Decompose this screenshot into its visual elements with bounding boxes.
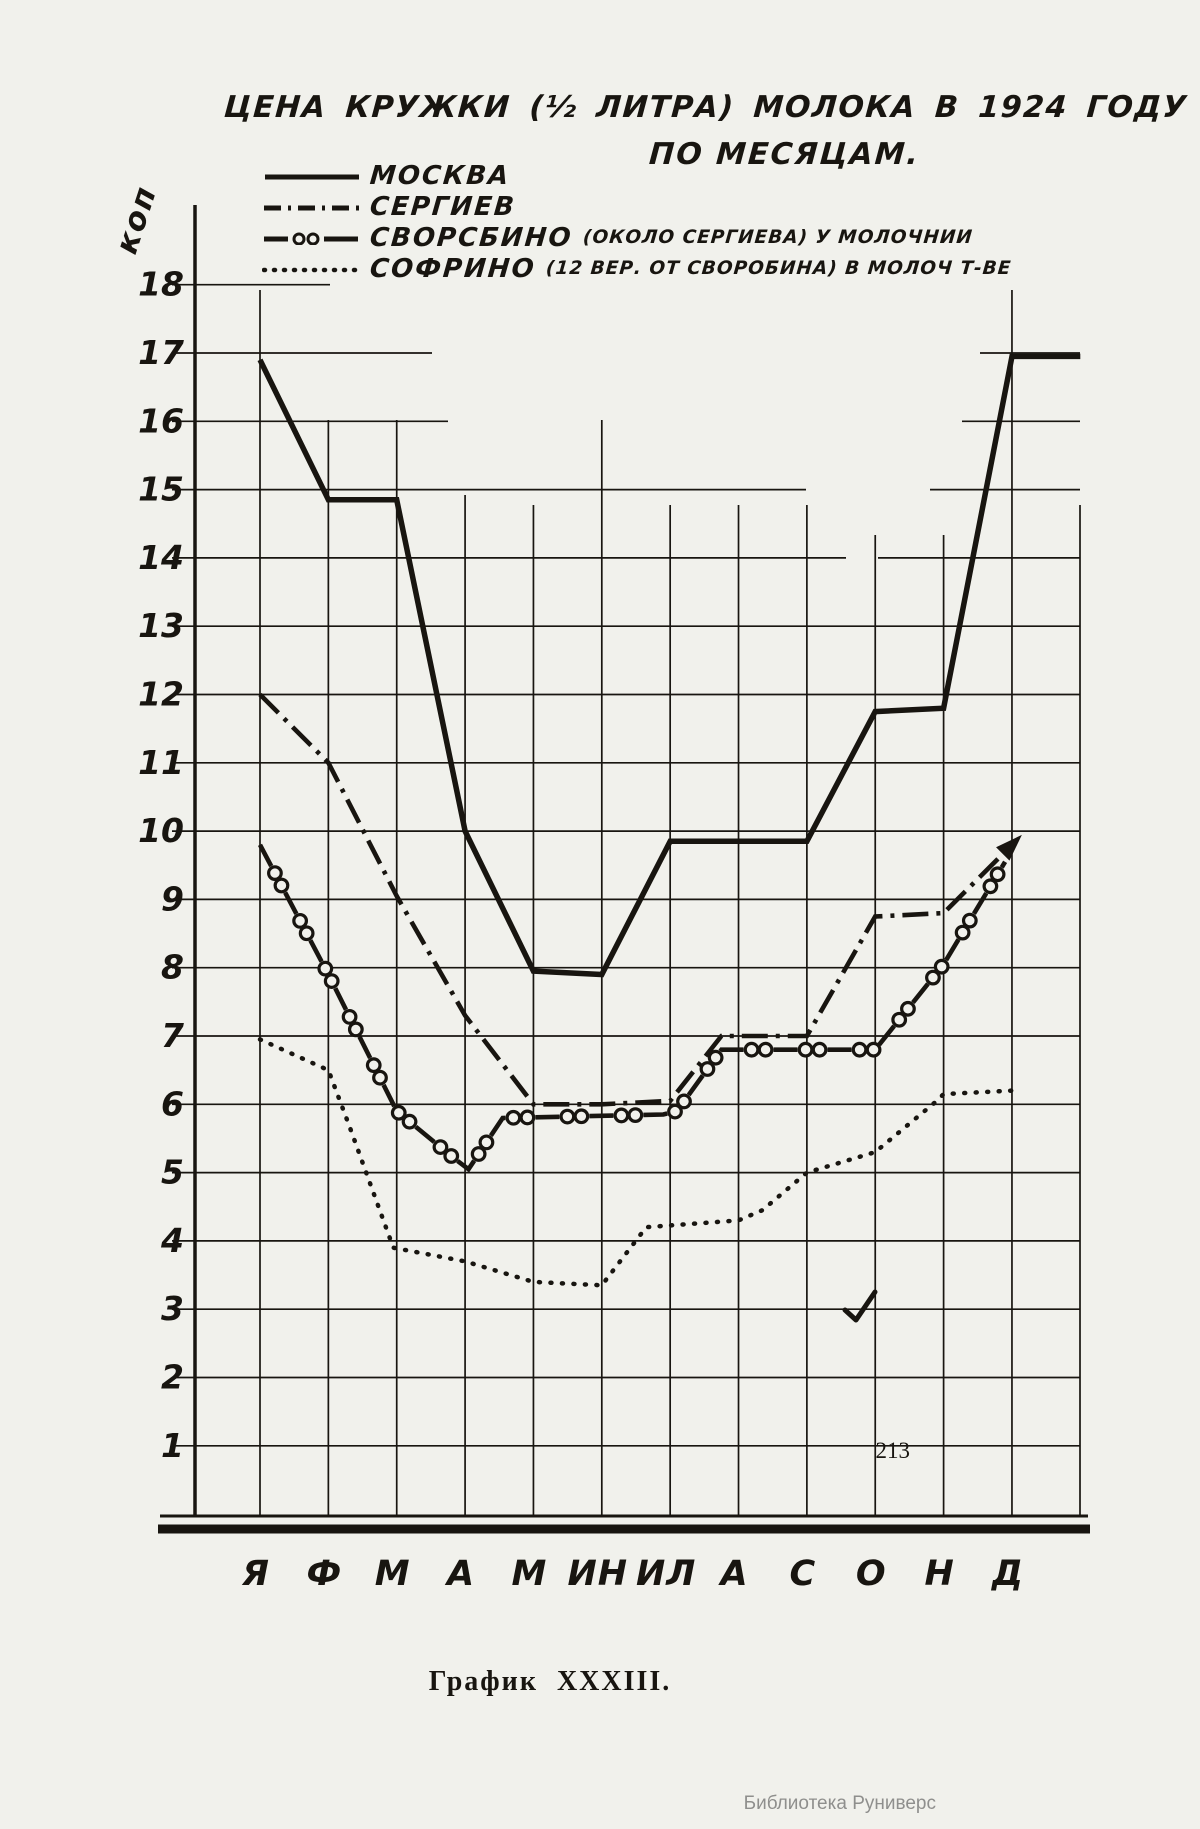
dash-dot-line-sample-icon bbox=[264, 205, 360, 210]
series-line-сергиев bbox=[258, 692, 1014, 1107]
y-tick-label: 15 bbox=[138, 470, 184, 509]
x-month-label: Н bbox=[924, 1554, 954, 1594]
series-circle-marker bbox=[743, 1041, 760, 1058]
y-tick-label: 9 bbox=[161, 879, 184, 918]
y-tick-label: 14 bbox=[138, 538, 184, 577]
series-circle-marker bbox=[372, 1069, 388, 1086]
legend-item-sergiev: СЕРГИЕВ bbox=[262, 191, 1011, 222]
series-line-софрино bbox=[257, 1037, 1015, 1288]
series-circle-marker bbox=[317, 960, 334, 977]
series-circle-marker bbox=[707, 1049, 724, 1066]
series-circle-marker bbox=[797, 1041, 814, 1058]
y-tick-label: 5 bbox=[161, 1153, 184, 1192]
y-tick-label: 11 bbox=[138, 743, 184, 782]
dash-circle-line-sample-icon bbox=[264, 232, 358, 245]
chart-legend: МОСКВА СЕРГИЕВ СВОРСБИНО (ОКОЛО СЕРГИЕВА… bbox=[262, 160, 1012, 284]
x-month-label: А bbox=[444, 1554, 475, 1594]
y-tick-label: 13 bbox=[138, 606, 184, 645]
y-tick-label: 2 bbox=[161, 1358, 184, 1397]
arrowhead-icon bbox=[996, 834, 1022, 861]
y-tick-label: 18 bbox=[138, 265, 184, 304]
series-circle-marker bbox=[891, 1011, 908, 1028]
series-circle-marker bbox=[341, 1008, 358, 1025]
y-tick-label: 3 bbox=[161, 1289, 184, 1328]
series-circle-marker bbox=[982, 878, 999, 895]
series-circle-marker bbox=[925, 969, 941, 986]
series-circle-marker bbox=[478, 1134, 495, 1151]
series-circle-marker bbox=[865, 1041, 882, 1058]
series-circle-marker bbox=[347, 1021, 364, 1038]
series-circle-marker bbox=[292, 912, 309, 929]
x-month-label: ИЛ bbox=[636, 1554, 696, 1594]
x-month-label: Я bbox=[241, 1554, 270, 1594]
series-line-москва bbox=[257, 353, 1081, 978]
series-circle-marker bbox=[989, 866, 1006, 883]
series-circle-marker bbox=[505, 1109, 522, 1126]
series-circle-marker bbox=[676, 1093, 692, 1110]
series-circle-marker bbox=[900, 1000, 916, 1017]
series-circle-marker bbox=[757, 1041, 774, 1058]
y-tick-label: 10 bbox=[138, 811, 184, 850]
y-tick-label: 16 bbox=[138, 401, 184, 440]
series-circle-marker bbox=[323, 973, 340, 989]
library-watermark: Библиотека Руниверс bbox=[743, 1793, 936, 1814]
dotted-line-sample-icon bbox=[262, 267, 362, 272]
x-month-label: С bbox=[790, 1554, 817, 1594]
series-circle-marker bbox=[273, 877, 290, 894]
series-circle-marker bbox=[470, 1146, 487, 1162]
series-circle-marker bbox=[954, 924, 971, 941]
x-month-label: М bbox=[512, 1554, 548, 1594]
x-month-label: А bbox=[717, 1554, 748, 1594]
y-tick-label: 17 bbox=[138, 333, 184, 372]
series-circle-marker bbox=[933, 958, 950, 975]
y-tick-label: 12 bbox=[138, 675, 184, 714]
series-line-сворсбино bbox=[257, 843, 1008, 1173]
series-circle-marker bbox=[613, 1107, 630, 1124]
x-month-label: ИН bbox=[568, 1554, 629, 1594]
legend-item-sofrino: СОФРИНО (12 ВЕР. ОТ СВОРОБИНА) В МОЛОЧ Т… bbox=[262, 253, 1012, 284]
x-month-label: Д bbox=[991, 1554, 1024, 1594]
x-month-label: О bbox=[856, 1554, 887, 1594]
series-circle-marker bbox=[401, 1113, 418, 1130]
series-circle-marker bbox=[267, 865, 283, 882]
ink-smudge-mark bbox=[842, 1289, 878, 1323]
page-number: 213 bbox=[875, 1438, 911, 1463]
series-circle-marker bbox=[432, 1139, 449, 1155]
solid-line-sample-icon bbox=[265, 174, 359, 179]
series-circle-marker bbox=[519, 1109, 536, 1126]
series-circle-marker bbox=[443, 1148, 460, 1164]
series-circle-marker bbox=[627, 1107, 644, 1124]
y-tick-label: 1 bbox=[161, 1426, 184, 1465]
series-circle-marker bbox=[573, 1108, 590, 1125]
y-tick-label: 6 bbox=[161, 1084, 184, 1123]
y-tick-label: 8 bbox=[161, 948, 184, 987]
y-tick-label: 7 bbox=[161, 1016, 184, 1055]
legend-item-svorsbino: СВОРСБИНО (ОКОЛО СЕРГИЕВА) У МОЛОЧНИИ bbox=[262, 222, 1011, 253]
series-circle-marker bbox=[559, 1108, 576, 1125]
legend-item-moskva: МОСКВА bbox=[262, 160, 1011, 191]
y-tick-label: 4 bbox=[160, 1221, 184, 1260]
series-circle-marker bbox=[851, 1041, 868, 1058]
series-circle-marker bbox=[390, 1104, 407, 1121]
x-month-label: М bbox=[375, 1554, 411, 1594]
series-circle-marker bbox=[365, 1057, 382, 1074]
series-circle-marker bbox=[811, 1041, 828, 1058]
series-circle-marker bbox=[699, 1061, 716, 1077]
series-circle-marker bbox=[667, 1103, 683, 1120]
figure-caption: График XXXIII. bbox=[428, 1666, 672, 1697]
series-circle-marker bbox=[961, 912, 978, 929]
x-month-label: Ф bbox=[307, 1554, 343, 1594]
series-circle-marker bbox=[298, 925, 315, 942]
